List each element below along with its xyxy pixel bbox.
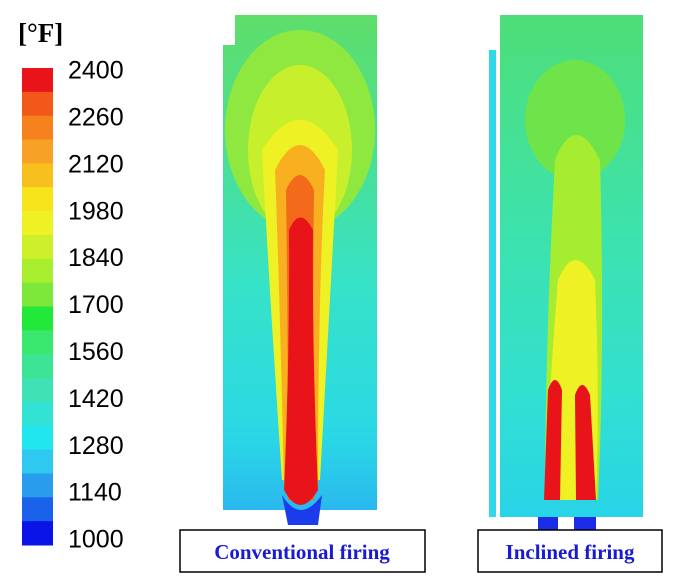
colorbar: 2400 2260 2120 1980 1840 1700 1560 1420 1280 1140… <box>22 57 124 554</box>
colorbar-swatch <box>22 449 53 474</box>
colorbar-swatch <box>22 258 53 284</box>
colorbar-swatch <box>22 139 53 164</box>
colorbar-label: 1000 <box>68 526 124 554</box>
colorbar-swatch <box>22 68 53 93</box>
colorbar-label: 1980 <box>68 197 124 225</box>
colorbar-label: 2120 <box>68 150 124 178</box>
colorbar-swatch <box>22 187 53 212</box>
colorbar-swatch <box>22 378 53 403</box>
colorbar-label: 1280 <box>68 432 124 460</box>
label-box <box>179 529 426 573</box>
colorbar-swatch <box>22 282 53 307</box>
colorbar-swatch <box>22 401 53 427</box>
colorbar-label: 1420 <box>68 385 124 413</box>
colorbar-label: 1840 <box>68 244 124 272</box>
panel-label: Conventional firing <box>214 540 390 564</box>
colorbar-swatch <box>22 497 53 522</box>
colorbar-label: 1560 <box>68 338 124 366</box>
conventional-contour <box>223 15 377 525</box>
colorbar-swatch <box>22 115 53 141</box>
colorbar-label: 1140 <box>68 479 122 507</box>
label-box <box>477 529 663 573</box>
colorbar-swatch <box>22 473 53 498</box>
colorbar-label: 2260 <box>68 104 124 132</box>
colorbar-swatch <box>22 330 53 355</box>
colorbar-swatch <box>22 306 53 331</box>
inclined-contour <box>489 15 643 531</box>
colorbar-swatch <box>22 163 53 188</box>
colorbar-swatch <box>22 91 53 117</box>
colorbar-label: 1700 <box>68 291 124 319</box>
colorbar-swatch <box>22 521 53 546</box>
colorbar-swatch <box>22 211 53 236</box>
colorbar-swatch <box>22 354 53 379</box>
colorbar-title: [°F] <box>18 18 63 48</box>
panel-label: Inclined firing <box>506 540 635 564</box>
colorbar-label: 2400 <box>68 57 124 85</box>
colorbar-swatch <box>22 234 53 260</box>
colorbar-swatch <box>22 425 53 451</box>
